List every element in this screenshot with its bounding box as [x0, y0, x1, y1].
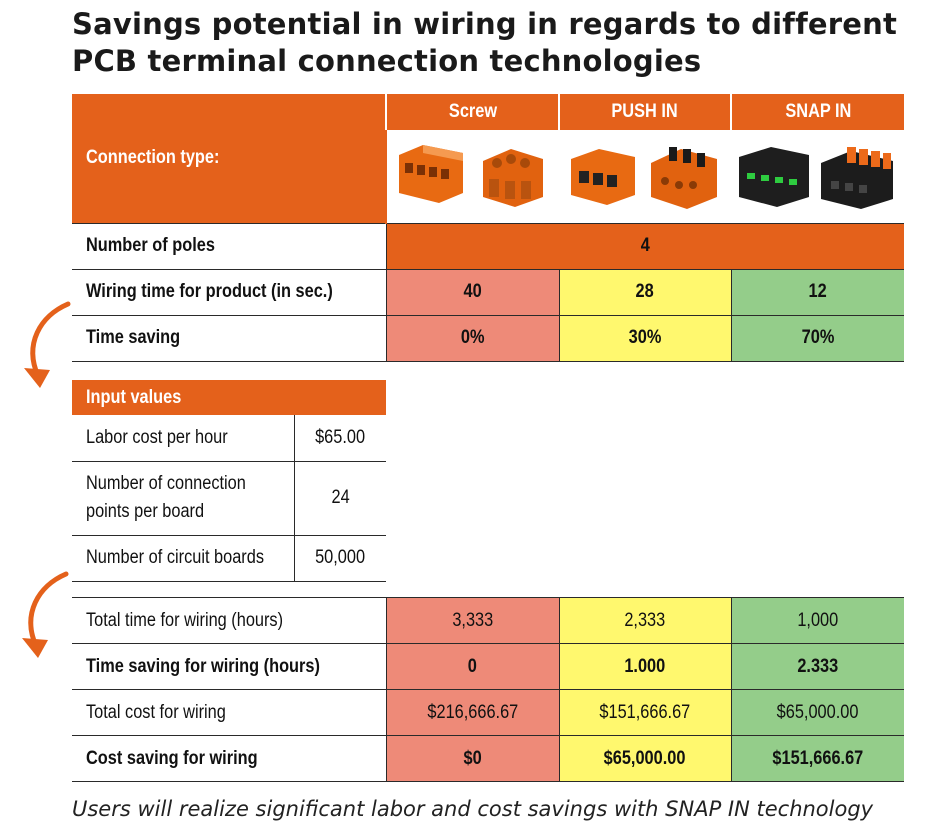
column-header-push-in: PUSH IN — [558, 94, 731, 130]
total-time-screw: 3,333 — [385, 597, 559, 644]
wiring-time-snap-in: 12 — [730, 269, 904, 316]
time-saving-hours-push-in: 1.000 — [558, 643, 731, 690]
column-header-snap-in: SNAP IN — [730, 94, 904, 130]
cost-saving-push-in: $65,000.00 — [558, 735, 731, 782]
time-saving-hours-snap-in: 2.333 — [730, 643, 904, 690]
total-cost-screw: $216,666.67 — [385, 689, 559, 736]
wiring-time-screw: 40 — [385, 269, 559, 316]
column-header-screw: Screw — [385, 94, 559, 130]
total-time-push-in: 2,333 — [558, 597, 731, 644]
cost-saving-screw: $0 — [385, 735, 559, 782]
screw-terminal-icon — [399, 145, 543, 208]
cost-saving-snap-in: $151,666.67 — [730, 735, 904, 782]
time-saving-snap-in: 70% — [730, 315, 904, 362]
wiring-time-push-in: 28 — [558, 269, 731, 316]
poles-label: Number of poles — [72, 223, 386, 270]
labor-cost-value: $65.00 — [293, 415, 386, 462]
snap-in-terminal-image — [731, 130, 904, 224]
time-saving-push-in: 30% — [558, 315, 731, 362]
screw-terminal-image — [385, 130, 559, 224]
push-in-terminal-image — [559, 130, 731, 224]
curved-arrow-icon — [24, 301, 71, 388]
total-cost-snap-in: $65,000.00 — [730, 689, 904, 736]
title-line-1: Savings potential in wiring in regards t… — [72, 7, 898, 41]
connection-comparison-table: Connection type: Screw PUSH IN SNAP IN — [72, 94, 904, 362]
total-cost-push-in: $151,666.67 — [558, 689, 731, 736]
labor-cost-label: Labor cost per hour — [72, 415, 294, 462]
page-title: Savings potential in wiring in regards t… — [72, 6, 922, 80]
title-line-2: PCB terminal connection technologies — [72, 44, 702, 78]
results-table: Total time for wiring (hours) 3,333 2,33… — [72, 597, 904, 782]
poles-value: 4 — [385, 223, 904, 270]
circuit-boards-value: 50,000 — [293, 535, 386, 582]
connection-points-label: Number of connection points per board — [72, 461, 294, 536]
circuit-boards-label: Number of circuit boards — [72, 535, 294, 582]
time-saving-hours-label: Time saving for wiring (hours) — [72, 643, 386, 690]
input-values-table: Input values Labor cost per hour $65.00 … — [72, 380, 386, 582]
total-cost-label: Total cost for wiring — [72, 689, 386, 736]
cost-saving-label: Cost saving for wiring — [72, 735, 386, 782]
time-saving-screw: 0% — [385, 315, 559, 362]
push-in-terminal-icon — [571, 147, 717, 210]
time-saving-label: Time saving — [72, 315, 386, 362]
total-time-snap-in: 1,000 — [730, 597, 904, 644]
curved-arrow-icon-2 — [22, 571, 69, 658]
time-saving-hours-screw: 0 — [385, 643, 559, 690]
footer-caption: Users will realize significant labor and… — [72, 797, 874, 821]
connection-points-value: 24 — [293, 461, 386, 536]
connection-type-label: Connection type: — [72, 94, 386, 224]
total-time-label: Total time for wiring (hours) — [72, 597, 386, 644]
snap-in-terminal-icon — [739, 147, 893, 210]
input-values-header: Input values — [72, 380, 386, 415]
wiring-time-label: Wiring time for product (in sec.) — [72, 269, 386, 316]
